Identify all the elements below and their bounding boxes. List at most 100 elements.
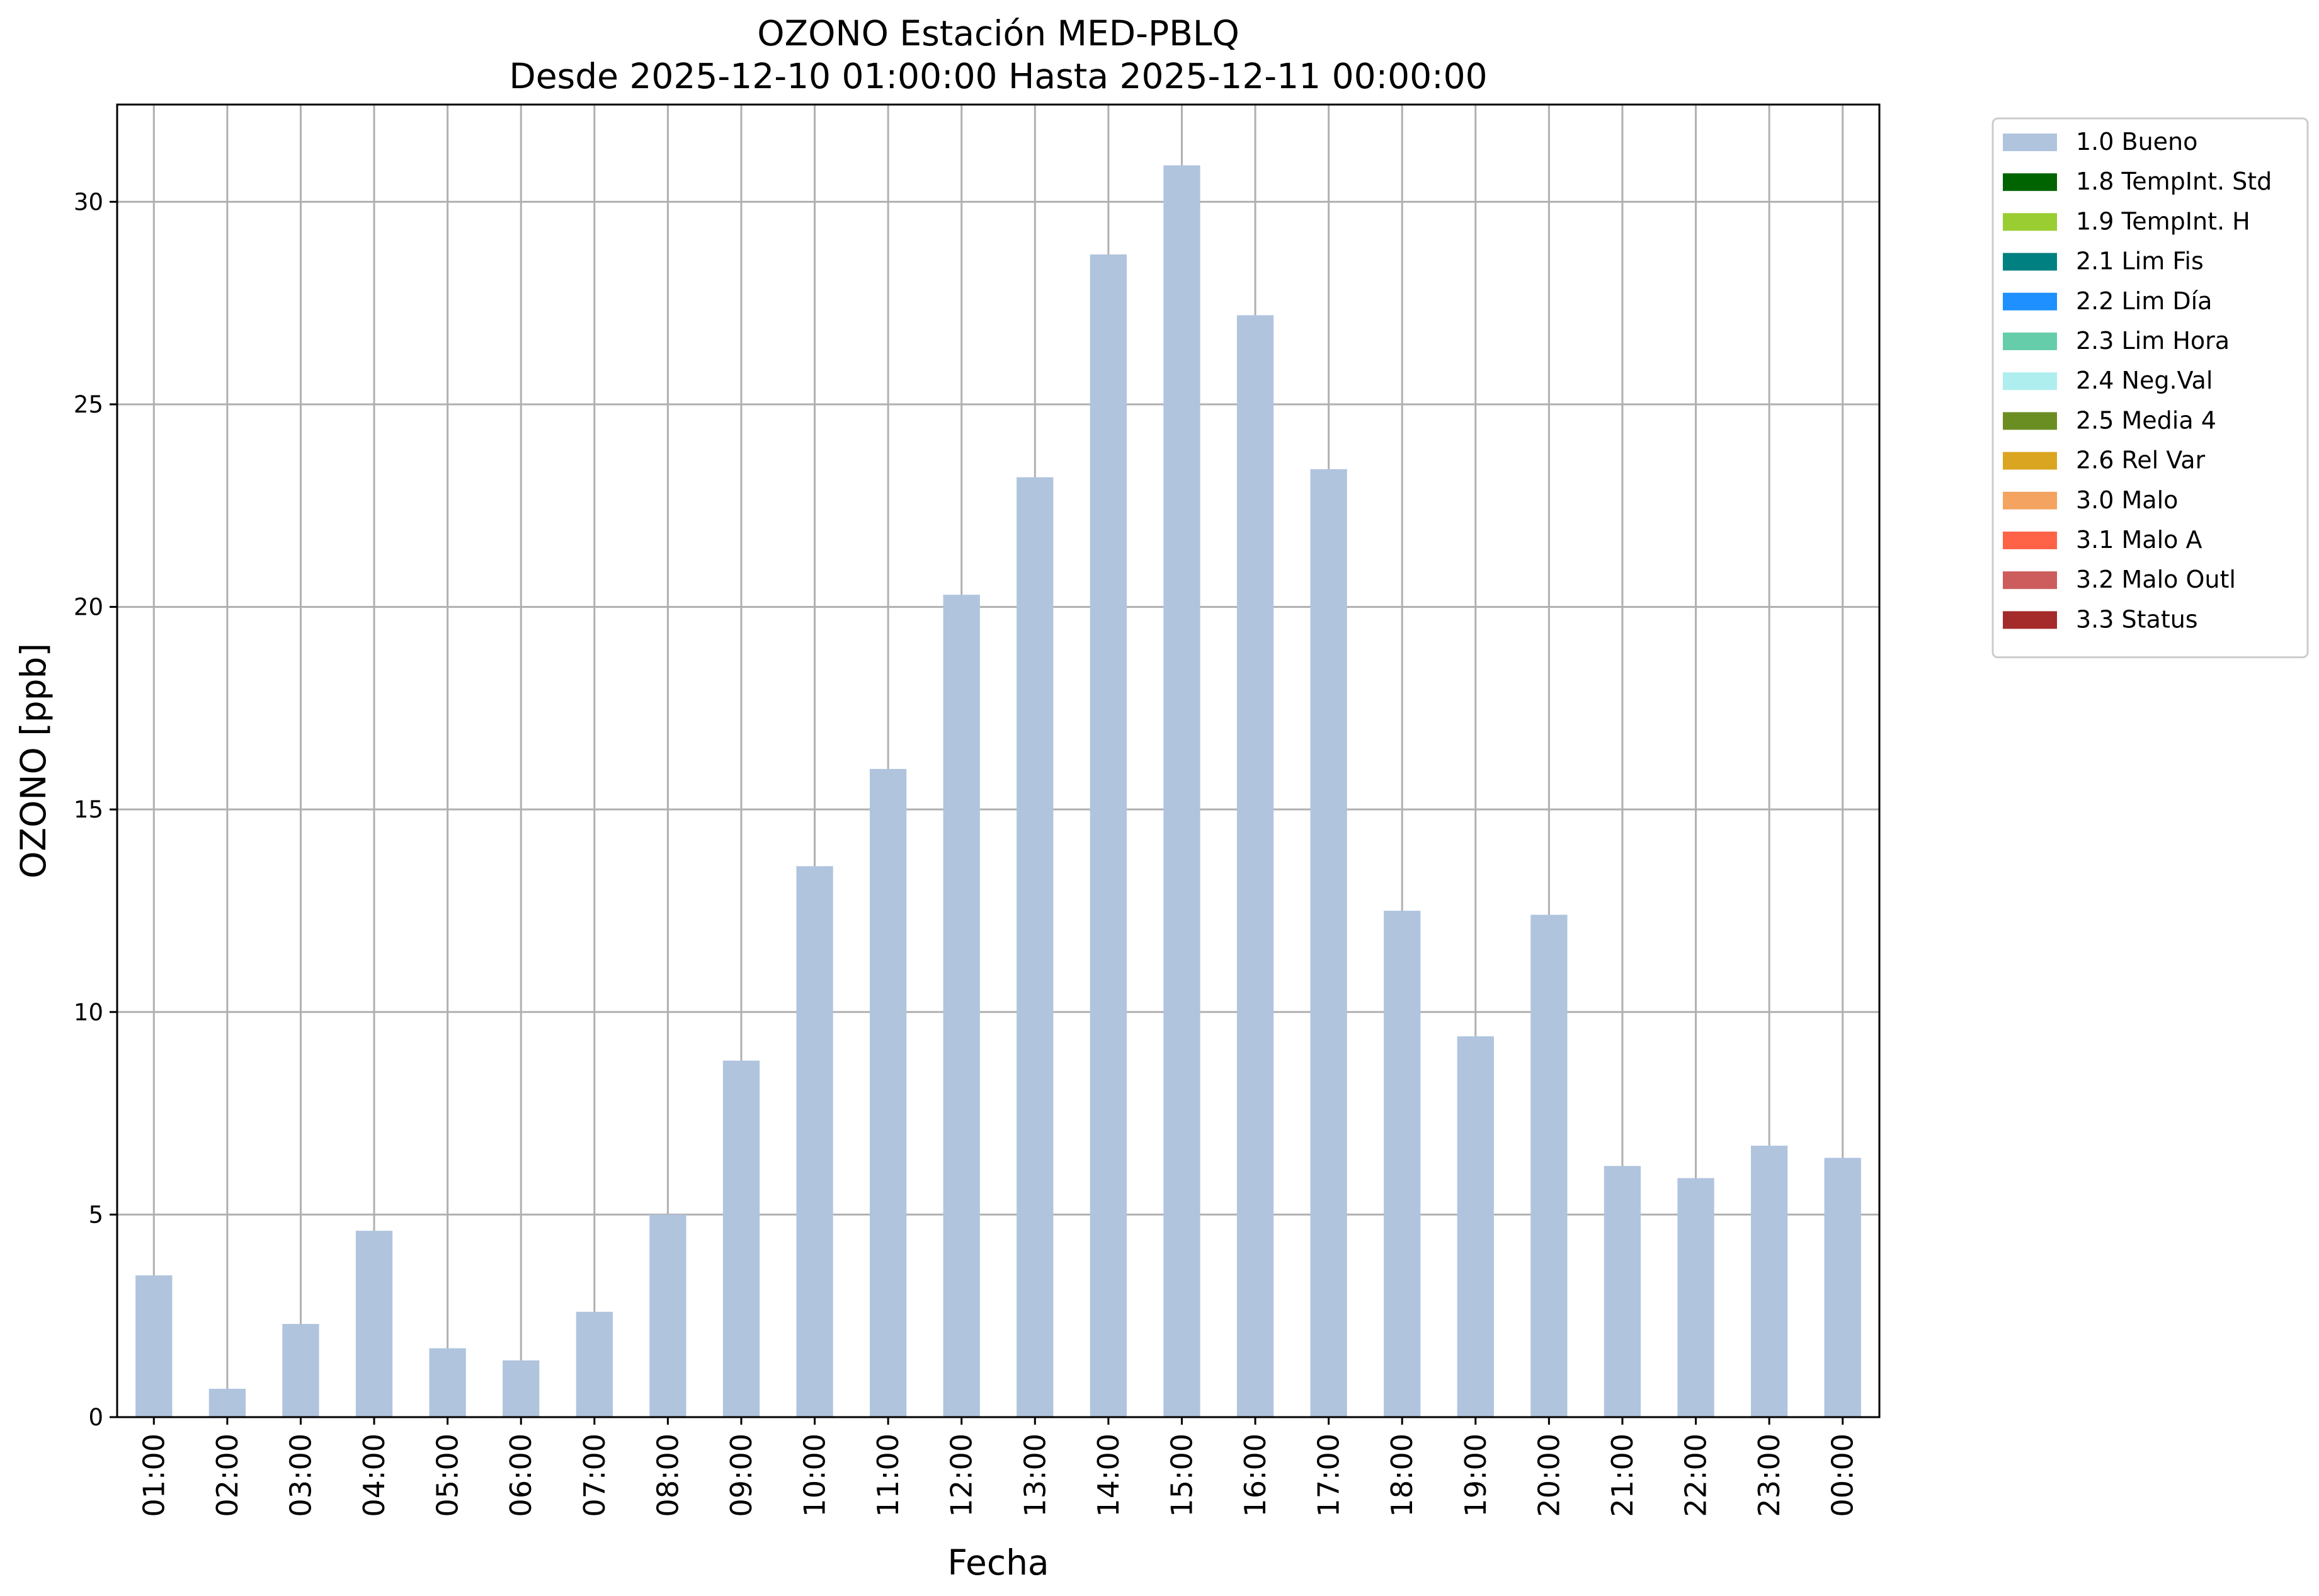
legend-label: 3.1 Malo A — [2076, 526, 2202, 554]
x-tick-label: 10:00 — [798, 1434, 832, 1517]
y-tick-label: 25 — [74, 391, 103, 418]
x-tick-label: 18:00 — [1385, 1434, 1419, 1517]
legend-label: 3.0 Malo — [2076, 486, 2178, 514]
y-tick-label: 5 — [88, 1201, 103, 1228]
legend-label: 3.3 Status — [2076, 605, 2198, 633]
legend-swatch — [2003, 611, 2057, 629]
y-tick-label: 20 — [74, 594, 103, 621]
legend-item: 1.8 TempInt. Std — [2003, 168, 2272, 195]
legend-swatch — [2003, 292, 2057, 311]
legend-item: 3.3 Status — [2003, 605, 2198, 633]
x-tick-label: 03:00 — [283, 1434, 317, 1517]
legend-swatch — [2003, 173, 2057, 191]
chart-subtitle: Desde 2025-12-10 01:00:00 Hasta 2025-12-… — [509, 56, 1487, 96]
x-tick-label: 00:00 — [1826, 1434, 1860, 1517]
bar-1800 — [1384, 910, 1421, 1417]
bar-0700 — [576, 1311, 613, 1417]
legend-label: 2.2 Lim Día — [2076, 287, 2212, 315]
x-tick-label: 13:00 — [1018, 1434, 1052, 1517]
x-tick-label: 19:00 — [1459, 1434, 1493, 1517]
bar-0800 — [649, 1214, 687, 1417]
bar-0300 — [282, 1324, 319, 1417]
bar-1000 — [796, 866, 833, 1417]
bar-1300 — [1017, 477, 1054, 1417]
bar-2200 — [1677, 1178, 1714, 1417]
x-tick-label: 06:00 — [504, 1434, 538, 1517]
x-tick-label: 04:00 — [357, 1434, 391, 1517]
bar-0500 — [429, 1348, 466, 1417]
x-tick-label: 22:00 — [1679, 1434, 1713, 1517]
x-tick-label: 20:00 — [1532, 1434, 1566, 1517]
legend-item: 3.2 Malo Outl — [2003, 566, 2236, 593]
x-tick-label: 08:00 — [651, 1434, 685, 1517]
legend-label: 2.5 Media 4 — [2076, 406, 2216, 434]
legend-swatch — [2003, 372, 2057, 390]
legend-label: 1.8 TempInt. Std — [2076, 168, 2272, 195]
y-tick-label: 30 — [74, 188, 103, 215]
bar-0900 — [722, 1060, 760, 1417]
legend-label: 2.3 Lim Hora — [2076, 327, 2230, 355]
x-tick-label: 05:00 — [431, 1434, 465, 1517]
legend-item: 1.9 TempInt. H — [2003, 207, 2250, 235]
legend-swatch — [2003, 491, 2057, 510]
bar-0100 — [135, 1275, 173, 1417]
bar-1100 — [869, 768, 907, 1417]
legend-item: 3.0 Malo — [2003, 486, 2178, 514]
legend-swatch — [2003, 213, 2057, 231]
x-axis-ticks: 01:00 02:00 03:00 04:00 05:00 06:00 07:00 08:00… — [137, 1417, 1860, 1517]
legend-label: 1.9 TempInt. H — [2076, 207, 2250, 235]
x-tick-label: 09:00 — [724, 1434, 758, 1517]
legend-swatch — [2003, 571, 2057, 590]
legend-swatch — [2003, 134, 2057, 151]
legend-swatch — [2003, 452, 2057, 470]
legend-swatch — [2003, 333, 2057, 350]
legend-label: 2.1 Lim Fis — [2076, 248, 2204, 275]
legend-item: 3.1 Malo A — [2003, 526, 2202, 554]
x-tick-label: 23:00 — [1752, 1434, 1786, 1517]
bar-2300 — [1750, 1146, 1788, 1417]
bar-0000 — [1824, 1158, 1861, 1417]
bar-2000 — [1530, 915, 1568, 1417]
legend-item: 2.1 Lim Fis — [2003, 248, 2204, 275]
bar-1700 — [1310, 469, 1347, 1417]
y-axis-label: OZONO [ppb] — [13, 643, 54, 879]
x-tick-label: 12:00 — [945, 1434, 979, 1517]
chart-title: OZONO Estación MED-PBLQ — [757, 13, 1239, 54]
legend-label: 2.4 Neg.Val — [2076, 367, 2213, 394]
legend-swatch — [2003, 412, 2057, 430]
bar-0400 — [355, 1231, 393, 1417]
legend-swatch — [2003, 253, 2057, 271]
bar-1400 — [1090, 254, 1127, 1417]
bar-1500 — [1163, 165, 1200, 1418]
legend-swatch — [2003, 532, 2057, 549]
legend-label: 2.6 Rel Var — [2076, 447, 2206, 474]
plot-frame — [116, 103, 1881, 1418]
bars — [135, 165, 1861, 1418]
bar-1200 — [943, 595, 980, 1417]
y-tick-label: 15 — [74, 796, 103, 823]
legend-item: 2.3 Lim Hora — [2003, 327, 2230, 355]
x-tick-label: 21:00 — [1605, 1434, 1639, 1517]
legend-item: 2.4 Neg.Val — [2003, 367, 2213, 394]
legend-item: 2.6 Rel Var — [2003, 447, 2206, 474]
legend-item: 2.5 Media 4 — [2003, 406, 2216, 434]
x-tick-label: 16:00 — [1238, 1434, 1272, 1517]
x-tick-label: 17:00 — [1312, 1434, 1346, 1517]
x-tick-label: 02:00 — [210, 1434, 244, 1517]
x-tick-label: 15:00 — [1165, 1434, 1199, 1517]
y-axis-ticks: 0 5 10 15 20 25 30 — [74, 188, 117, 1431]
y-tick-label: 10 — [74, 999, 103, 1026]
bar-2100 — [1604, 1166, 1641, 1417]
bar-0200 — [208, 1388, 246, 1417]
legend-item: 1.0 Bueno — [2003, 128, 2197, 156]
legend-frame — [1991, 117, 2309, 659]
legend: 1.0 Bueno 1.8 TempInt. Std 1.9 TempInt. H 2… — [1991, 117, 2309, 659]
bar-0600 — [503, 1360, 540, 1417]
y-tick-label: 0 — [88, 1404, 103, 1431]
bar-1600 — [1236, 315, 1274, 1418]
plot-area — [117, 105, 1879, 1417]
bar-1900 — [1457, 1036, 1494, 1417]
x-tick-label: 11:00 — [871, 1434, 905, 1517]
legend-label: 3.2 Malo Outl — [2076, 566, 2236, 593]
x-tick-label: 07:00 — [578, 1434, 612, 1517]
